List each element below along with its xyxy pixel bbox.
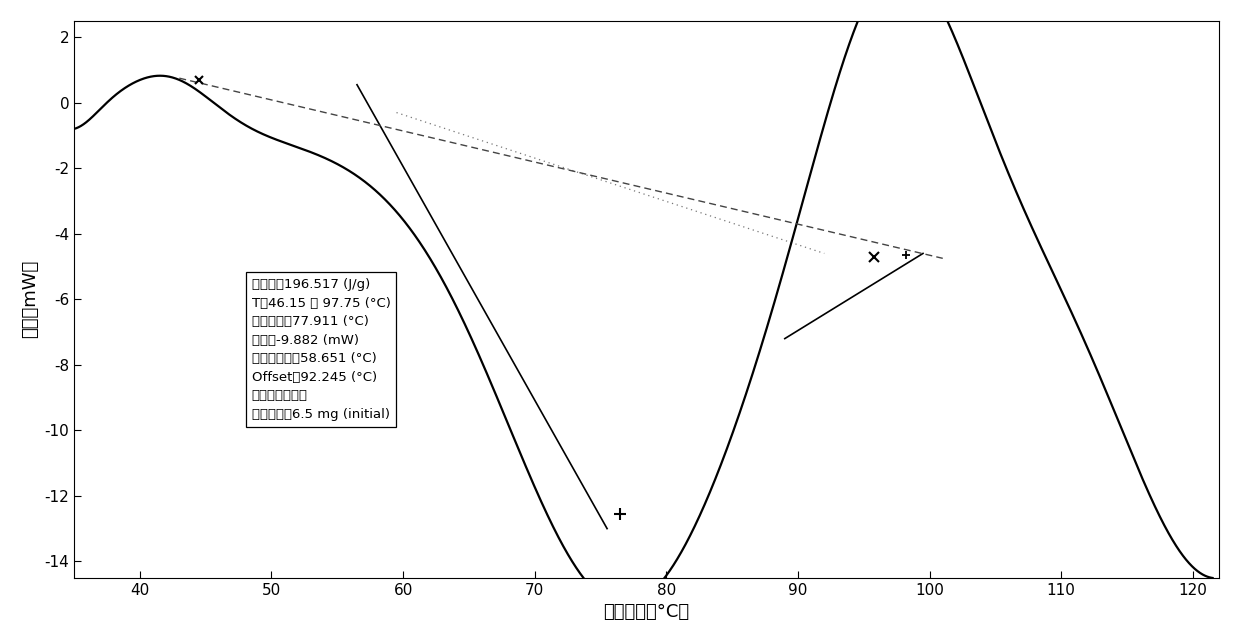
Y-axis label: 热流（mW）: 热流（mW） xyxy=(21,260,38,338)
Text: 反应热：196.517 (J/g)
T：46.15 至 97.75 (°C)
峰最大値：77.911 (°C)
峰高：-9.882 (mW)
外推起始点：58.: 反应热：196.517 (J/g) T：46.15 至 97.75 (°C) 峰… xyxy=(252,278,391,421)
X-axis label: 样品温度（°C）: 样品温度（°C） xyxy=(604,603,689,621)
